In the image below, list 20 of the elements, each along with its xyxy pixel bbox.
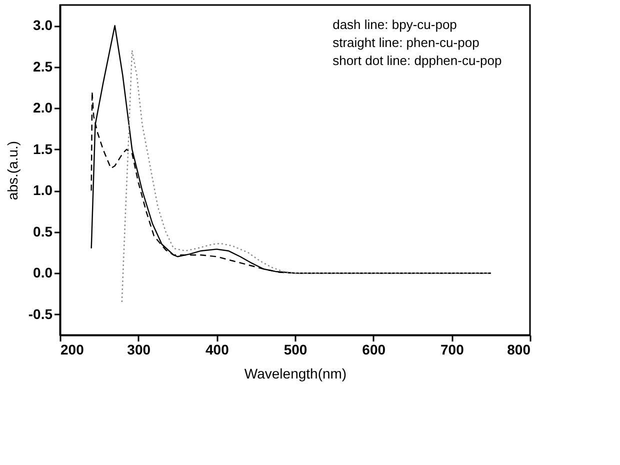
x-axis-title: Wavelength(nm) xyxy=(244,366,347,382)
y-tick-label: 0.0 xyxy=(33,264,53,281)
x-tick-label: 600 xyxy=(362,342,386,358)
y-tick-label: 2.5 xyxy=(33,58,53,74)
annotation: straight line: phen-cu-pop xyxy=(332,35,480,50)
y-tick-label: -0.5 xyxy=(28,306,53,322)
y-axis-title: abs.(a.u.) xyxy=(4,140,20,200)
x-tick-label: 200 xyxy=(60,342,84,358)
annotation: dash line: bpy-cu-pop xyxy=(332,17,457,32)
y-tick-label: 3.0 xyxy=(33,17,53,34)
x-tick-label: 500 xyxy=(284,342,308,358)
y-tick-label: 0.5 xyxy=(33,223,53,240)
x-tick-label: 300 xyxy=(127,342,151,358)
x-tick-label: 700 xyxy=(440,342,464,358)
y-tick-label: 2.0 xyxy=(33,100,53,116)
x-tick-label: 400 xyxy=(205,342,230,358)
y-tick-label: 1.5 xyxy=(33,140,53,157)
annotation: short dot line: dpphen-cu-pop xyxy=(332,53,502,68)
x-tick-label: 800 xyxy=(507,342,531,358)
y-tick-label: 1.0 xyxy=(33,182,53,198)
